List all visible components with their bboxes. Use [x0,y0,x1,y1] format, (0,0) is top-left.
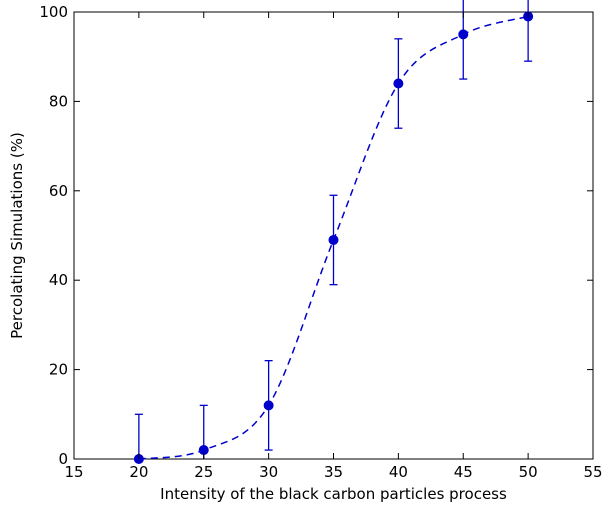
x-tick-label: 15 [64,463,83,481]
data-point [393,78,404,89]
x-tick-label: 30 [259,463,278,481]
data-marks [133,0,534,464]
x-tick-label: 50 [519,463,538,481]
x-tick-label: 35 [324,463,343,481]
y-axis-label: Percolating Simulations (%) [8,132,26,339]
x-tick-label: 25 [194,463,213,481]
x-axis-label: Intensity of the black carbon particles … [160,485,507,503]
data-point [458,29,469,40]
y-tick-label: 60 [49,182,68,200]
x-tick-label: 45 [454,463,473,481]
x-tick-label: 20 [129,463,148,481]
x-tick-label: 40 [389,463,408,481]
y-tick-label: 100 [39,3,68,21]
y-tick-label: 20 [49,361,68,379]
x-tick-label: 55 [583,463,602,481]
y-tick-label: 80 [49,92,68,110]
data-point [263,400,274,411]
data-point [328,234,339,245]
error-bar [524,0,533,62]
axis-ticks: 15 20 25 30 35 40 45 50 55 0 20 40 60 80 100 [39,3,602,481]
error-bar [134,413,143,459]
y-tick-label: 0 [58,450,68,468]
y-tick-label: 40 [49,271,68,289]
